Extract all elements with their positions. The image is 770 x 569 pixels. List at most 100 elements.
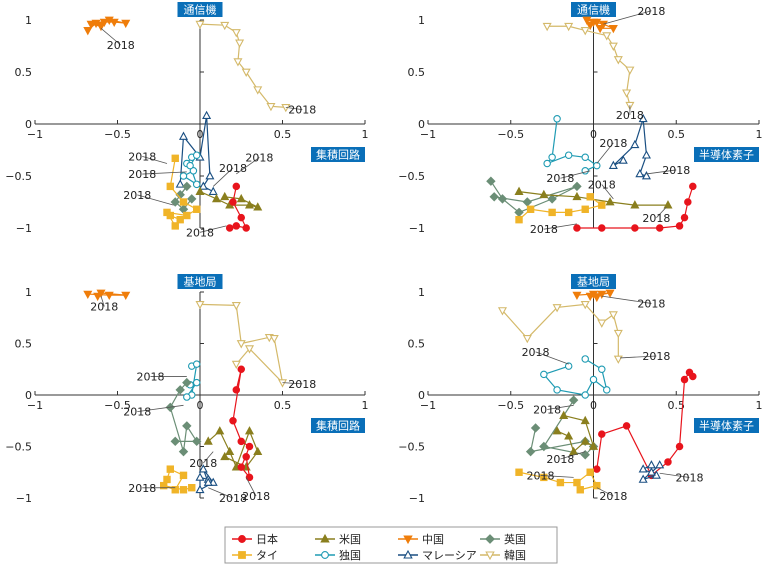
data-point [192, 151, 201, 159]
legend-frame [224, 526, 558, 564]
data-point [684, 198, 692, 206]
data-point [182, 181, 192, 192]
data-point [104, 291, 114, 301]
data-point [178, 446, 189, 457]
svg-text:2018: 2018 [527, 469, 555, 482]
series-germany [179, 151, 201, 189]
data-point [244, 200, 255, 209]
data-point [655, 224, 664, 232]
data-point [581, 391, 589, 399]
x-tick-label: 0 [197, 128, 204, 141]
y-tick-label: 0.5 [408, 338, 426, 351]
svg-text:2018: 2018 [599, 490, 627, 503]
data-point [189, 167, 198, 175]
data-point [646, 460, 656, 469]
data-point [689, 372, 697, 381]
y-tick-label: −1 [409, 492, 425, 505]
svg-text:2018: 2018 [123, 406, 151, 419]
x-tick-label: 1 [362, 128, 369, 141]
data-point [638, 113, 648, 123]
data-point [598, 20, 608, 30]
series-germany [543, 115, 601, 175]
data-point [638, 474, 648, 483]
data-point [582, 16, 592, 25]
svg-text:2018: 2018 [675, 472, 703, 485]
annotation-2018: 2018 [533, 404, 574, 417]
data-point [179, 198, 188, 206]
series-japan [593, 368, 697, 480]
svg-text:2018: 2018 [546, 453, 574, 466]
data-point [183, 211, 191, 220]
data-point [198, 181, 208, 190]
data-point [663, 200, 673, 209]
legend-label: 韓国 [504, 549, 526, 562]
data-point [631, 224, 639, 232]
data-point [680, 375, 689, 384]
data-point [229, 198, 237, 206]
data-point [211, 193, 222, 203]
svg-text:2018: 2018 [637, 297, 665, 310]
panel-bottom-left: −1 −0.5 0 0.5 110.50−0.5−1基地局集積回路20182018201… [5, 274, 369, 505]
svg-text:2018: 2018 [90, 301, 118, 314]
legend-item-thai: タイ [232, 549, 278, 562]
annotation-2018: 2018 [236, 151, 273, 175]
data-point [564, 208, 573, 217]
legend-label: 日本 [256, 532, 278, 546]
svg-text:2018: 2018 [288, 104, 316, 117]
series-korea [195, 20, 291, 113]
data-point [646, 467, 656, 476]
data-point [595, 24, 605, 34]
data-point [179, 172, 188, 180]
y-tick-label: 1 [25, 286, 32, 299]
data-point [236, 193, 246, 203]
data-point [641, 150, 651, 159]
x-tick-label: 0.5 [274, 399, 292, 412]
data-point [530, 423, 541, 433]
y-axis-label: 通信機 [177, 2, 223, 17]
x-axis-label: 半導体素子 [694, 418, 759, 433]
data-point [244, 426, 255, 435]
data-point [489, 192, 499, 202]
data-point [540, 370, 548, 379]
data-point [675, 442, 684, 451]
legend-item-korea: 韓国 [480, 549, 526, 562]
data-point [608, 311, 618, 320]
data-point [573, 478, 581, 487]
data-point [552, 426, 562, 435]
annotation-2018: 2018 [616, 105, 644, 122]
data-point [163, 475, 171, 484]
series-uk [486, 176, 582, 218]
data-point [179, 486, 188, 494]
data-point [588, 18, 599, 28]
data-point [170, 436, 180, 447]
x-tick-label: −1 [420, 128, 436, 141]
data-point [580, 450, 590, 460]
annotation-2018: 2018 [603, 5, 665, 25]
data-point [548, 153, 556, 162]
series-korea [542, 22, 635, 111]
data-point [522, 334, 532, 344]
data-point [569, 446, 579, 456]
data-point [208, 186, 218, 195]
legend-label: 中国 [422, 533, 444, 546]
annotation-2018: 2018 [522, 346, 569, 365]
annotation-2018: 2018 [128, 168, 187, 181]
data-point [237, 437, 246, 446]
y-tick-label: −0.5 [5, 441, 32, 454]
y-tick-label: 0 [25, 389, 32, 402]
data-point [183, 393, 191, 401]
y-tick-label: 1 [418, 286, 425, 299]
svg-text:2018: 2018 [546, 172, 574, 185]
data-point [486, 176, 496, 186]
x-tick-label: 0 [590, 399, 597, 412]
data-point [525, 446, 536, 457]
series-line [199, 23, 286, 108]
data-point [568, 395, 579, 405]
svg-text:集積回路: 集積回路 [316, 419, 360, 433]
svg-text:2018: 2018 [128, 482, 156, 495]
svg-text:2018: 2018 [642, 350, 670, 363]
data-point [543, 159, 551, 168]
data-point [638, 464, 648, 473]
svg-text:半導体素子: 半導体素子 [699, 148, 754, 162]
